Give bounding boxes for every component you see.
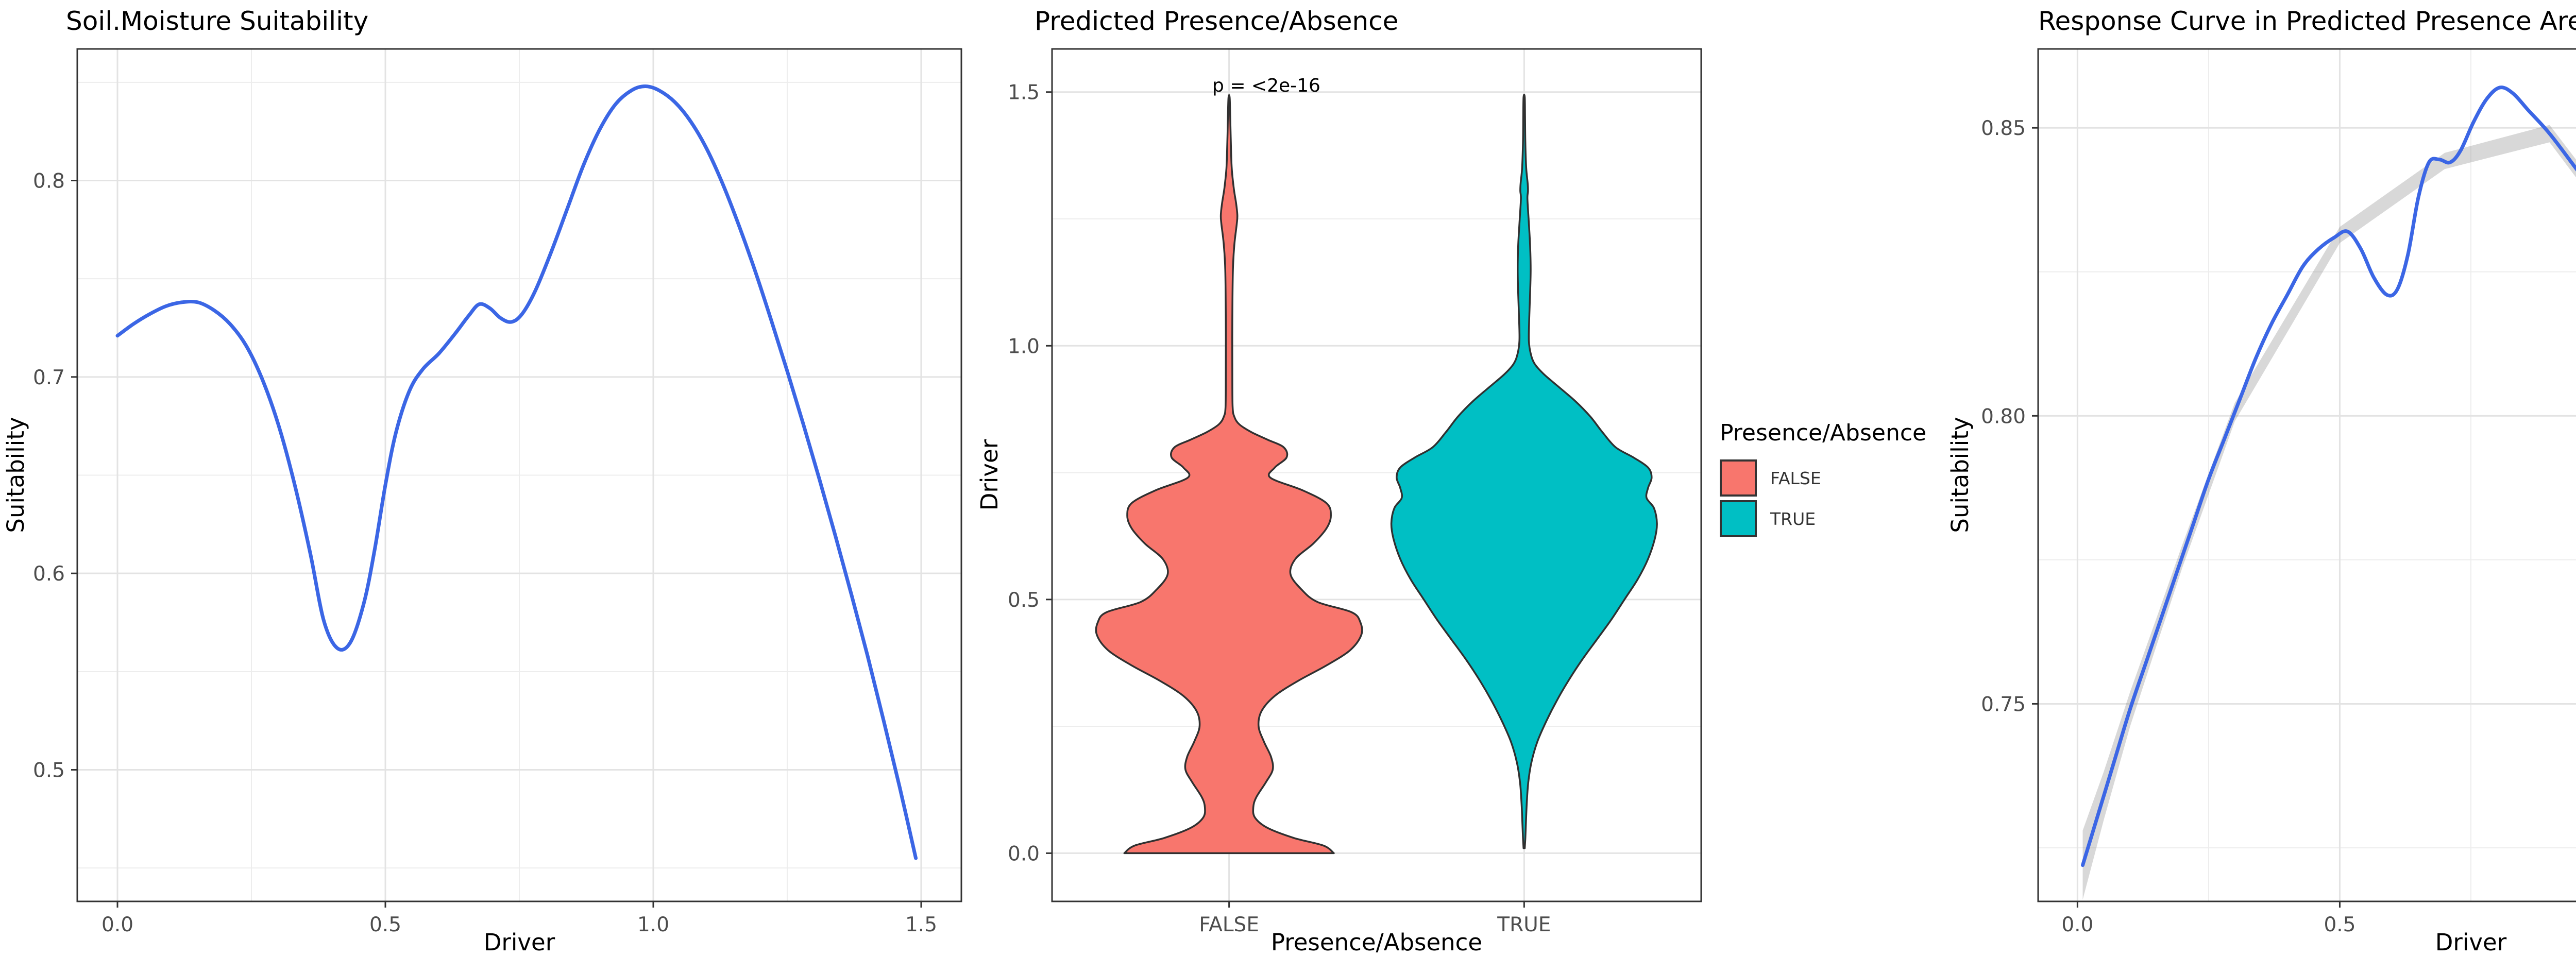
legend-item-true: TRUE <box>1720 500 1936 537</box>
response-line <box>2081 86 2576 867</box>
y-tick-label: 0.0 <box>1008 842 1040 865</box>
y-tick-label: 0.6 <box>33 562 65 586</box>
y-axis-title-3: Suitability <box>1946 417 1974 533</box>
x-tick-label: 0.0 <box>2061 913 2093 936</box>
response-line <box>115 84 918 860</box>
legend-label-true: TRUE <box>1770 508 1816 529</box>
panel-border <box>76 48 962 902</box>
panel-border <box>2037 48 2576 902</box>
y-tick-label: 1.0 <box>1008 335 1040 358</box>
y-tick-label: 0.5 <box>1008 589 1040 612</box>
axis-ticks: 0.750.800.850.00.51.01.5 <box>1981 117 2355 936</box>
page-title: Soil.Moisture Suitability <box>66 6 368 36</box>
axis-ticks: 0.5 0.6 0.7 0.8 0.0 0.5 1.0 1.5 <box>33 169 937 936</box>
x-axis-title-2: Presence/Absence <box>1271 929 1482 956</box>
panel-predicted-presence-absence: 0.0 0.5 1.0 1.5 FALSE TRUE Predicted Presence… <box>974 0 1942 973</box>
plot-area-response-curve: 0.750.800.850.00.51.01.5 <box>1981 48 2576 936</box>
y-tick-label: 1.5 <box>1008 81 1040 105</box>
gridlines <box>77 49 961 901</box>
x-tick-label: 0.5 <box>2324 913 2355 936</box>
legend: Presence/Absence FALSE TRUE <box>1720 420 1936 541</box>
page-title-2: Predicted Presence/Absence <box>1035 6 1398 36</box>
y-axis-title-2: Driver <box>976 439 1003 510</box>
y-tick-label: 0.7 <box>33 366 65 389</box>
axis-tick-labels: 0.750.800.850.00.51.01.5 <box>1981 117 2355 936</box>
x-tick-label: 1.5 <box>905 913 937 936</box>
x-axis-title-3: Driver <box>2435 929 2507 956</box>
legend-swatch-false <box>1720 459 1757 497</box>
violin-false <box>1095 94 1363 855</box>
x-tick-label: FALSE <box>1199 913 1259 936</box>
panel-soil-moisture-suitability: 0.5 0.6 0.7 0.8 0.0 0.5 1.0 1.5 Soil.Moisture S… <box>0 0 974 973</box>
y-tick-label: 0.5 <box>33 759 65 782</box>
panel-border <box>1051 48 1702 902</box>
legend-title: Presence/Absence <box>1720 420 1927 446</box>
legend-label-false: FALSE <box>1770 468 1821 488</box>
plot-area-presence-absence: 0.0 0.5 1.0 1.5 FALSE TRUE <box>1008 48 1702 936</box>
legend-swatch-true <box>1720 500 1757 537</box>
page-title-3: Response Curve in Predicted Presence Are… <box>2038 6 2576 36</box>
y-tick-label: 0.75 <box>1981 693 2026 716</box>
p-value-annotation: p = <2e-16 <box>1212 75 1320 96</box>
panel-response-curve: 0.750.800.850.00.51.01.5 Response Curve … <box>1942 0 2576 973</box>
presence-absence-chart: 0.0 0.5 1.0 1.5 FALSE TRUE Predicted Presence… <box>976 6 1702 956</box>
x-tick-label: 1.0 <box>637 913 669 936</box>
y-tick-label: 0.8 <box>33 169 65 193</box>
x-axis-title: Driver <box>484 929 555 956</box>
gridlines <box>2038 49 2576 901</box>
x-tick-label: 0.0 <box>101 913 133 936</box>
response-curve-chart: 0.750.800.850.00.51.01.5 Response Curve … <box>1946 6 2576 956</box>
plot-area-soil-moisture: 0.5 0.6 0.7 0.8 0.0 0.5 1.0 1.5 <box>33 48 962 936</box>
x-tick-label: TRUE <box>1497 913 1551 936</box>
violin-true <box>1390 93 1658 849</box>
y-axis-title: Suitability <box>2 417 29 533</box>
axis-tick-labels: 0.0 0.5 1.0 1.5 FALSE TRUE <box>1008 81 1551 936</box>
legend-item-false: FALSE <box>1720 459 1936 497</box>
y-tick-label: 0.80 <box>1981 405 2026 428</box>
x-tick-label: 0.5 <box>369 913 401 936</box>
axis-ticks: 0.0 0.5 1.0 1.5 FALSE TRUE <box>1008 81 1551 936</box>
y-tick-label: 0.85 <box>1981 117 2026 140</box>
axis-tick-labels: 0.5 0.6 0.7 0.8 0.0 0.5 1.0 1.5 <box>33 169 937 936</box>
soil-moisture-chart: 0.5 0.6 0.7 0.8 0.0 0.5 1.0 1.5 Soil.Moisture S… <box>2 6 962 956</box>
